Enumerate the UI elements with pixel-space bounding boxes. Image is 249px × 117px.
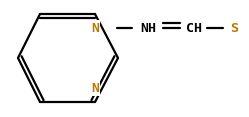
Text: CH: CH — [186, 22, 202, 35]
Text: NH: NH — [140, 22, 156, 35]
Text: N: N — [91, 82, 99, 95]
Text: N: N — [91, 22, 99, 35]
Text: S: S — [230, 22, 238, 35]
